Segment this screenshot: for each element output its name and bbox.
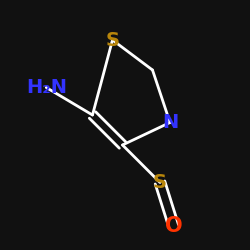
Text: S: S (106, 30, 120, 50)
Text: O: O (165, 216, 182, 236)
Text: H₂N: H₂N (26, 78, 67, 97)
Text: N: N (162, 113, 178, 132)
Text: S: S (153, 173, 167, 192)
